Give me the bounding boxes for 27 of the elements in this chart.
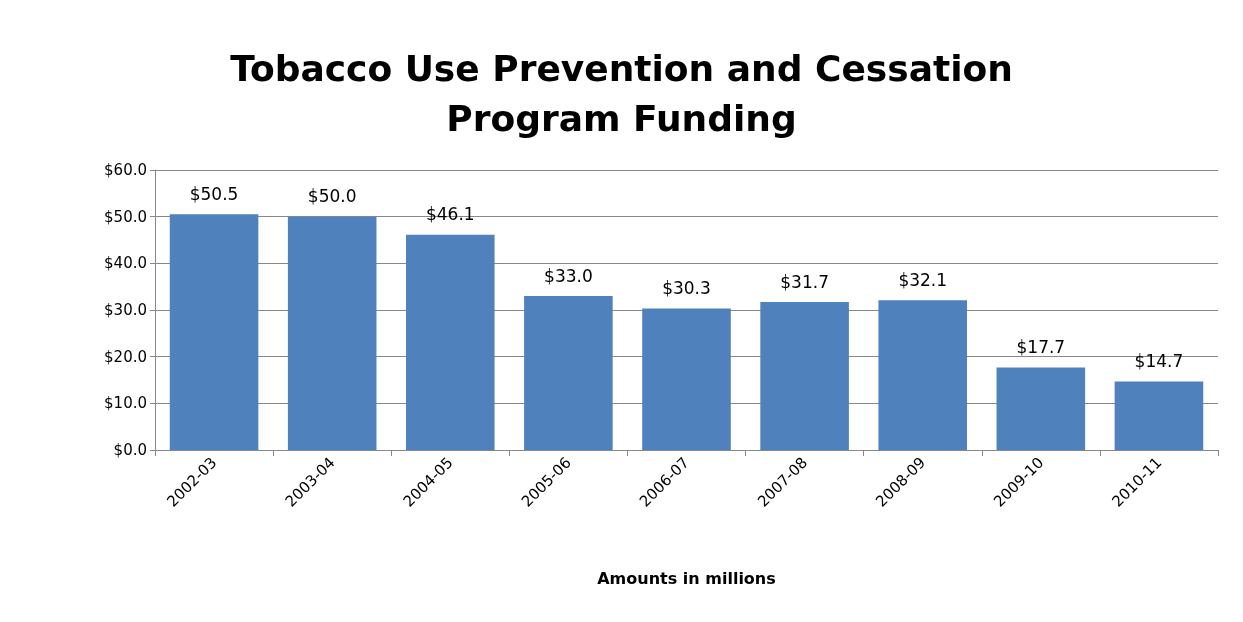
y-tick-label: $60.0 [104, 161, 147, 179]
bar [405, 234, 495, 450]
data-label: $30.3 [662, 278, 711, 299]
bar [1114, 381, 1204, 450]
bar [169, 214, 259, 450]
data-label: $17.7 [1016, 336, 1066, 357]
data-label: $31.7 [780, 271, 829, 292]
data-label: $32.1 [898, 269, 948, 290]
bar [287, 216, 377, 450]
y-tick-label: $30.0 [104, 301, 147, 319]
y-tick-label: $10.0 [104, 394, 147, 413]
bar [642, 308, 731, 450]
bar [878, 300, 968, 450]
y-tick-label: $40.0 [104, 254, 147, 273]
bar [524, 296, 613, 450]
bar [760, 302, 849, 450]
x-axis-title: Amounts in millions [597, 568, 776, 588]
data-label: $33.0 [544, 265, 593, 286]
data-label: $14.7 [1134, 350, 1184, 371]
data-label: $46.1 [425, 204, 475, 225]
y-tick-label: $50.0 [104, 207, 147, 226]
data-label: $50.0 [307, 186, 357, 207]
y-tick-label: $0.0 [113, 441, 147, 459]
bar [996, 367, 1086, 450]
data-label: $50.5 [189, 183, 239, 204]
y-tick-label: $20.0 [104, 347, 147, 366]
chart-title: Tobacco Use Prevention and Cessation Program Funding [230, 47, 1013, 139]
